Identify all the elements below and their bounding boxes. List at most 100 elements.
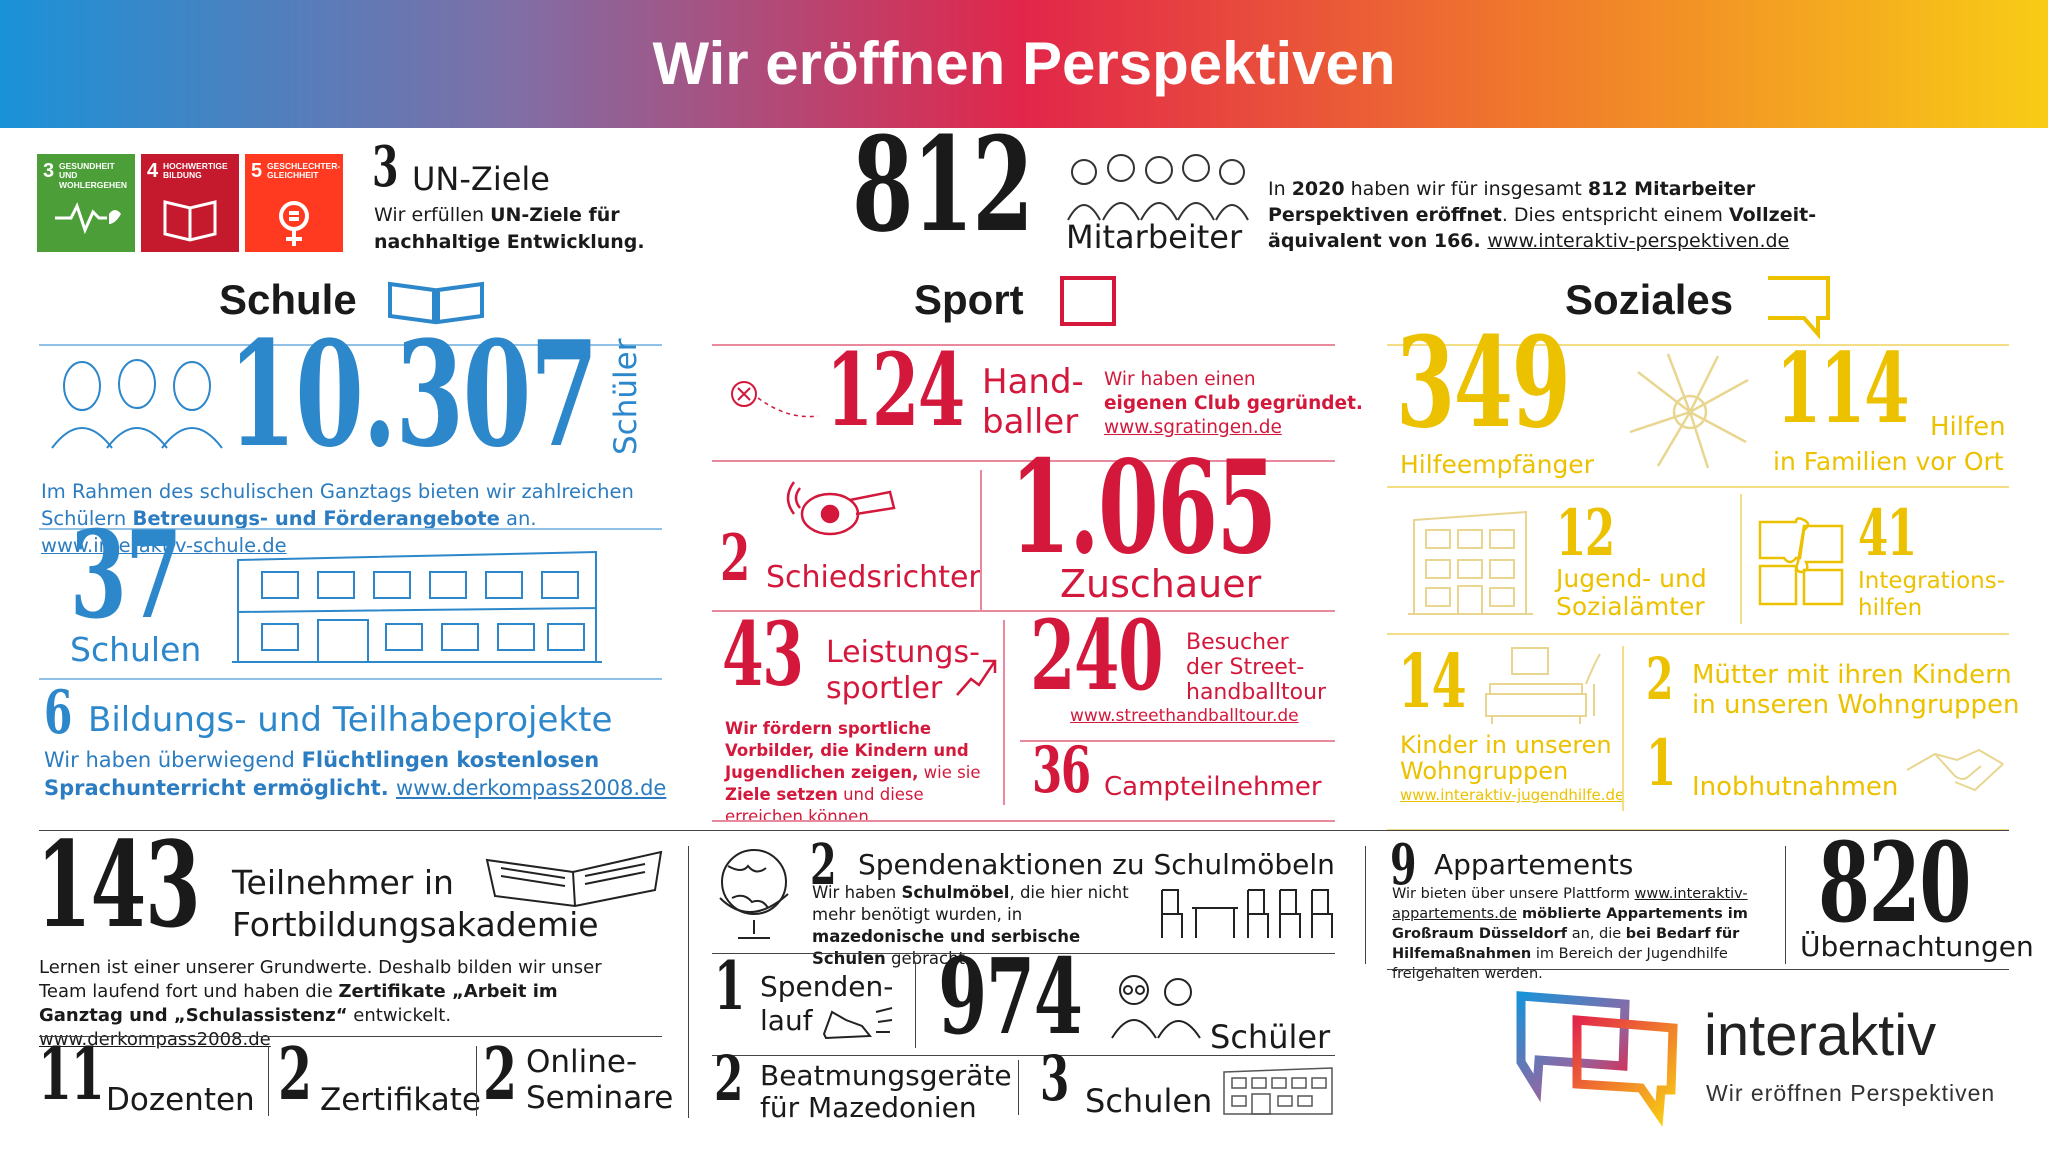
- logo-mark: [1516, 991, 1678, 1127]
- office-building: [1408, 510, 1533, 615]
- shoe-icon: [822, 1007, 893, 1040]
- label-line: Besucher: [1186, 630, 1289, 655]
- divider: [39, 678, 662, 680]
- schools-count: 37: [70, 505, 182, 646]
- ball-icon: [731, 381, 819, 418]
- section-icon: [1060, 276, 1116, 326]
- pupils-label: Schüler: [1210, 1018, 1331, 1056]
- label-line: für Mazedonien: [760, 1091, 977, 1124]
- students-label: Schüler: [608, 338, 644, 455]
- sdg-number: 5: [251, 160, 263, 182]
- school-building: [232, 550, 602, 663]
- text-bold: UN-Ziele für nachhaltige Entwicklung.: [374, 204, 645, 253]
- link[interactable]: www.interaktiv-jugendhilfe.de: [1400, 786, 1625, 804]
- training-label: Teilnehmer in Fortbildungsakademie: [232, 862, 599, 946]
- integration-label: Integrations-hilfen: [1858, 568, 2005, 622]
- divider: [1020, 740, 1335, 742]
- handball-text: Wir haben einen eigenen Club gegründet. ww…: [1104, 368, 1363, 440]
- sdg-icon: 5 GESCHLECHTER-GLEICHHEIT: [245, 154, 343, 252]
- students-count: 10.307: [228, 310, 599, 480]
- section-icon: [388, 281, 484, 325]
- families-label: Hilfen: [1930, 412, 2006, 442]
- stat-count: 2: [483, 1031, 517, 1116]
- sdg-label: GESUNDHEIT UND WOHLERGEHEN: [59, 161, 127, 190]
- section-title: Soziales: [1565, 276, 1734, 323]
- projects-count: 6: [44, 678, 72, 748]
- offices-label: Jugend- und Sozialämter: [1556, 565, 1707, 621]
- sdg-icon: 3 GESUNDHEIT UND WOHLERGEHEN: [37, 154, 135, 252]
- mothers-count: 2: [1646, 645, 1673, 713]
- athletes-count: 43: [722, 602, 804, 706]
- un-text: Wir erfüllen UN-Ziele für nachhaltige En…: [374, 202, 674, 256]
- link[interactable]: www.sgratingen.de: [1104, 417, 1282, 438]
- un-count: 3: [372, 134, 398, 200]
- nights-count: 820: [1818, 818, 1971, 947]
- page-title: Wir eröffnen Perspektiven: [652, 30, 1396, 97]
- streethandball-count: 240: [1030, 599, 1164, 712]
- text-bold: 2020: [1291, 178, 1345, 200]
- link[interactable]: www.derkompass2008.de: [396, 776, 667, 800]
- label-line: sportler: [826, 671, 943, 706]
- ventilators-count: 2: [714, 1042, 743, 1115]
- text: im Bereich der Jugendhilfe freigehalten …: [1392, 946, 1728, 982]
- students-illustration: [51, 359, 223, 449]
- sdg-glyph: [55, 202, 121, 235]
- text: entwickelt.: [347, 1005, 452, 1026]
- stat-label: Online-Seminare: [526, 1044, 674, 1116]
- text: an, die: [1567, 926, 1626, 942]
- text: Lernen ist einer unserer Grundwerte. Des…: [39, 957, 602, 1002]
- label-line: Leistungs-: [826, 635, 980, 670]
- streethandball-label: Besucher der Street-handballtour: [1186, 630, 1326, 705]
- text: Wir haben überwiegend: [44, 748, 302, 772]
- divider: [712, 460, 1335, 462]
- schools-label: Schulen: [70, 630, 202, 669]
- athletes-text: Wir fördern sportliche Vorbilder, die Ki…: [725, 718, 1005, 828]
- divider: [1387, 633, 2009, 635]
- text: , die hier nicht mehr benötigt wurden, i…: [812, 883, 1129, 924]
- link[interactable]: www.streethandballtour.de: [1070, 706, 1299, 726]
- divider: [39, 344, 662, 346]
- text-bold: 812 Mitarbeiter Perspektiven eröffnet: [1268, 178, 1756, 226]
- label-line: Jugend- und: [1556, 564, 1707, 593]
- arrow-icon: [956, 659, 997, 696]
- families-sublabel: in Familien vor Ort: [1773, 447, 2004, 476]
- logo-name: interaktiv: [1704, 1003, 1937, 1068]
- spectators-label: Zuschauer: [1060, 562, 1262, 606]
- text-bold: eigenen Club gegründet.: [1104, 393, 1363, 414]
- divider: [39, 528, 662, 530]
- label-line: Fortbildungsakademie: [232, 905, 599, 944]
- text: haben wir für insgesamt: [1344, 178, 1588, 200]
- un-title: UN-Ziele: [412, 160, 550, 198]
- label-line: handballtour: [1186, 680, 1327, 705]
- text-bold: Betreuungs- und Förderangebote: [132, 507, 500, 530]
- children-label: Kinder in unseren Wohngruppen: [1400, 732, 1612, 784]
- handball-count: 124: [826, 331, 965, 449]
- apartments-text: Wir bieten über unsere Plattform www.int…: [1392, 884, 1774, 984]
- link[interactable]: www.interaktiv-perspektiven.de: [1487, 230, 1790, 252]
- divider: [712, 1055, 1335, 1056]
- label-line: Beatmungsgeräte: [760, 1059, 1012, 1092]
- link[interactable]: www.derkompass2008.de: [39, 1029, 271, 1050]
- divider: [39, 830, 2009, 831]
- stat-label: Zertifikate: [320, 1082, 481, 1118]
- divider: [1003, 620, 1005, 805]
- camp-count: 36: [1032, 733, 1091, 808]
- training-text: Lernen ist einer unserer Grundwerte. Des…: [39, 956, 644, 1052]
- referees-count: 2: [720, 521, 750, 596]
- custody-label: Inobhutnahmen: [1692, 772, 1899, 802]
- offices-count: 12: [1556, 496, 1615, 571]
- text-bold: Schulmöbel: [901, 883, 1010, 902]
- section-title: Sport: [914, 276, 1024, 323]
- text: an.: [499, 507, 537, 530]
- text-bold: Wir fördern sportliche Vorbilder, die Ki…: [725, 719, 969, 782]
- people-illustration: [1067, 154, 1249, 221]
- link[interactable]: www.interaktiv-schule.de: [41, 534, 287, 557]
- stat-count: 2: [278, 1031, 312, 1116]
- header-bar: [0, 0, 2048, 128]
- link[interactable]: www.interaktiv-appartements.de: [1392, 886, 1748, 922]
- label-line: in unseren Wohngruppen: [1692, 690, 2020, 720]
- text-bold: Zertifikate „Arbeit im Ganztag und „Schu…: [39, 981, 558, 1026]
- employee-label: Mitarbeiter: [1066, 218, 1243, 256]
- athletes-label: Leistungs-sportler: [826, 635, 980, 707]
- sdg-icon: 4 HOCHWERTIGE BILDUNG: [141, 154, 239, 252]
